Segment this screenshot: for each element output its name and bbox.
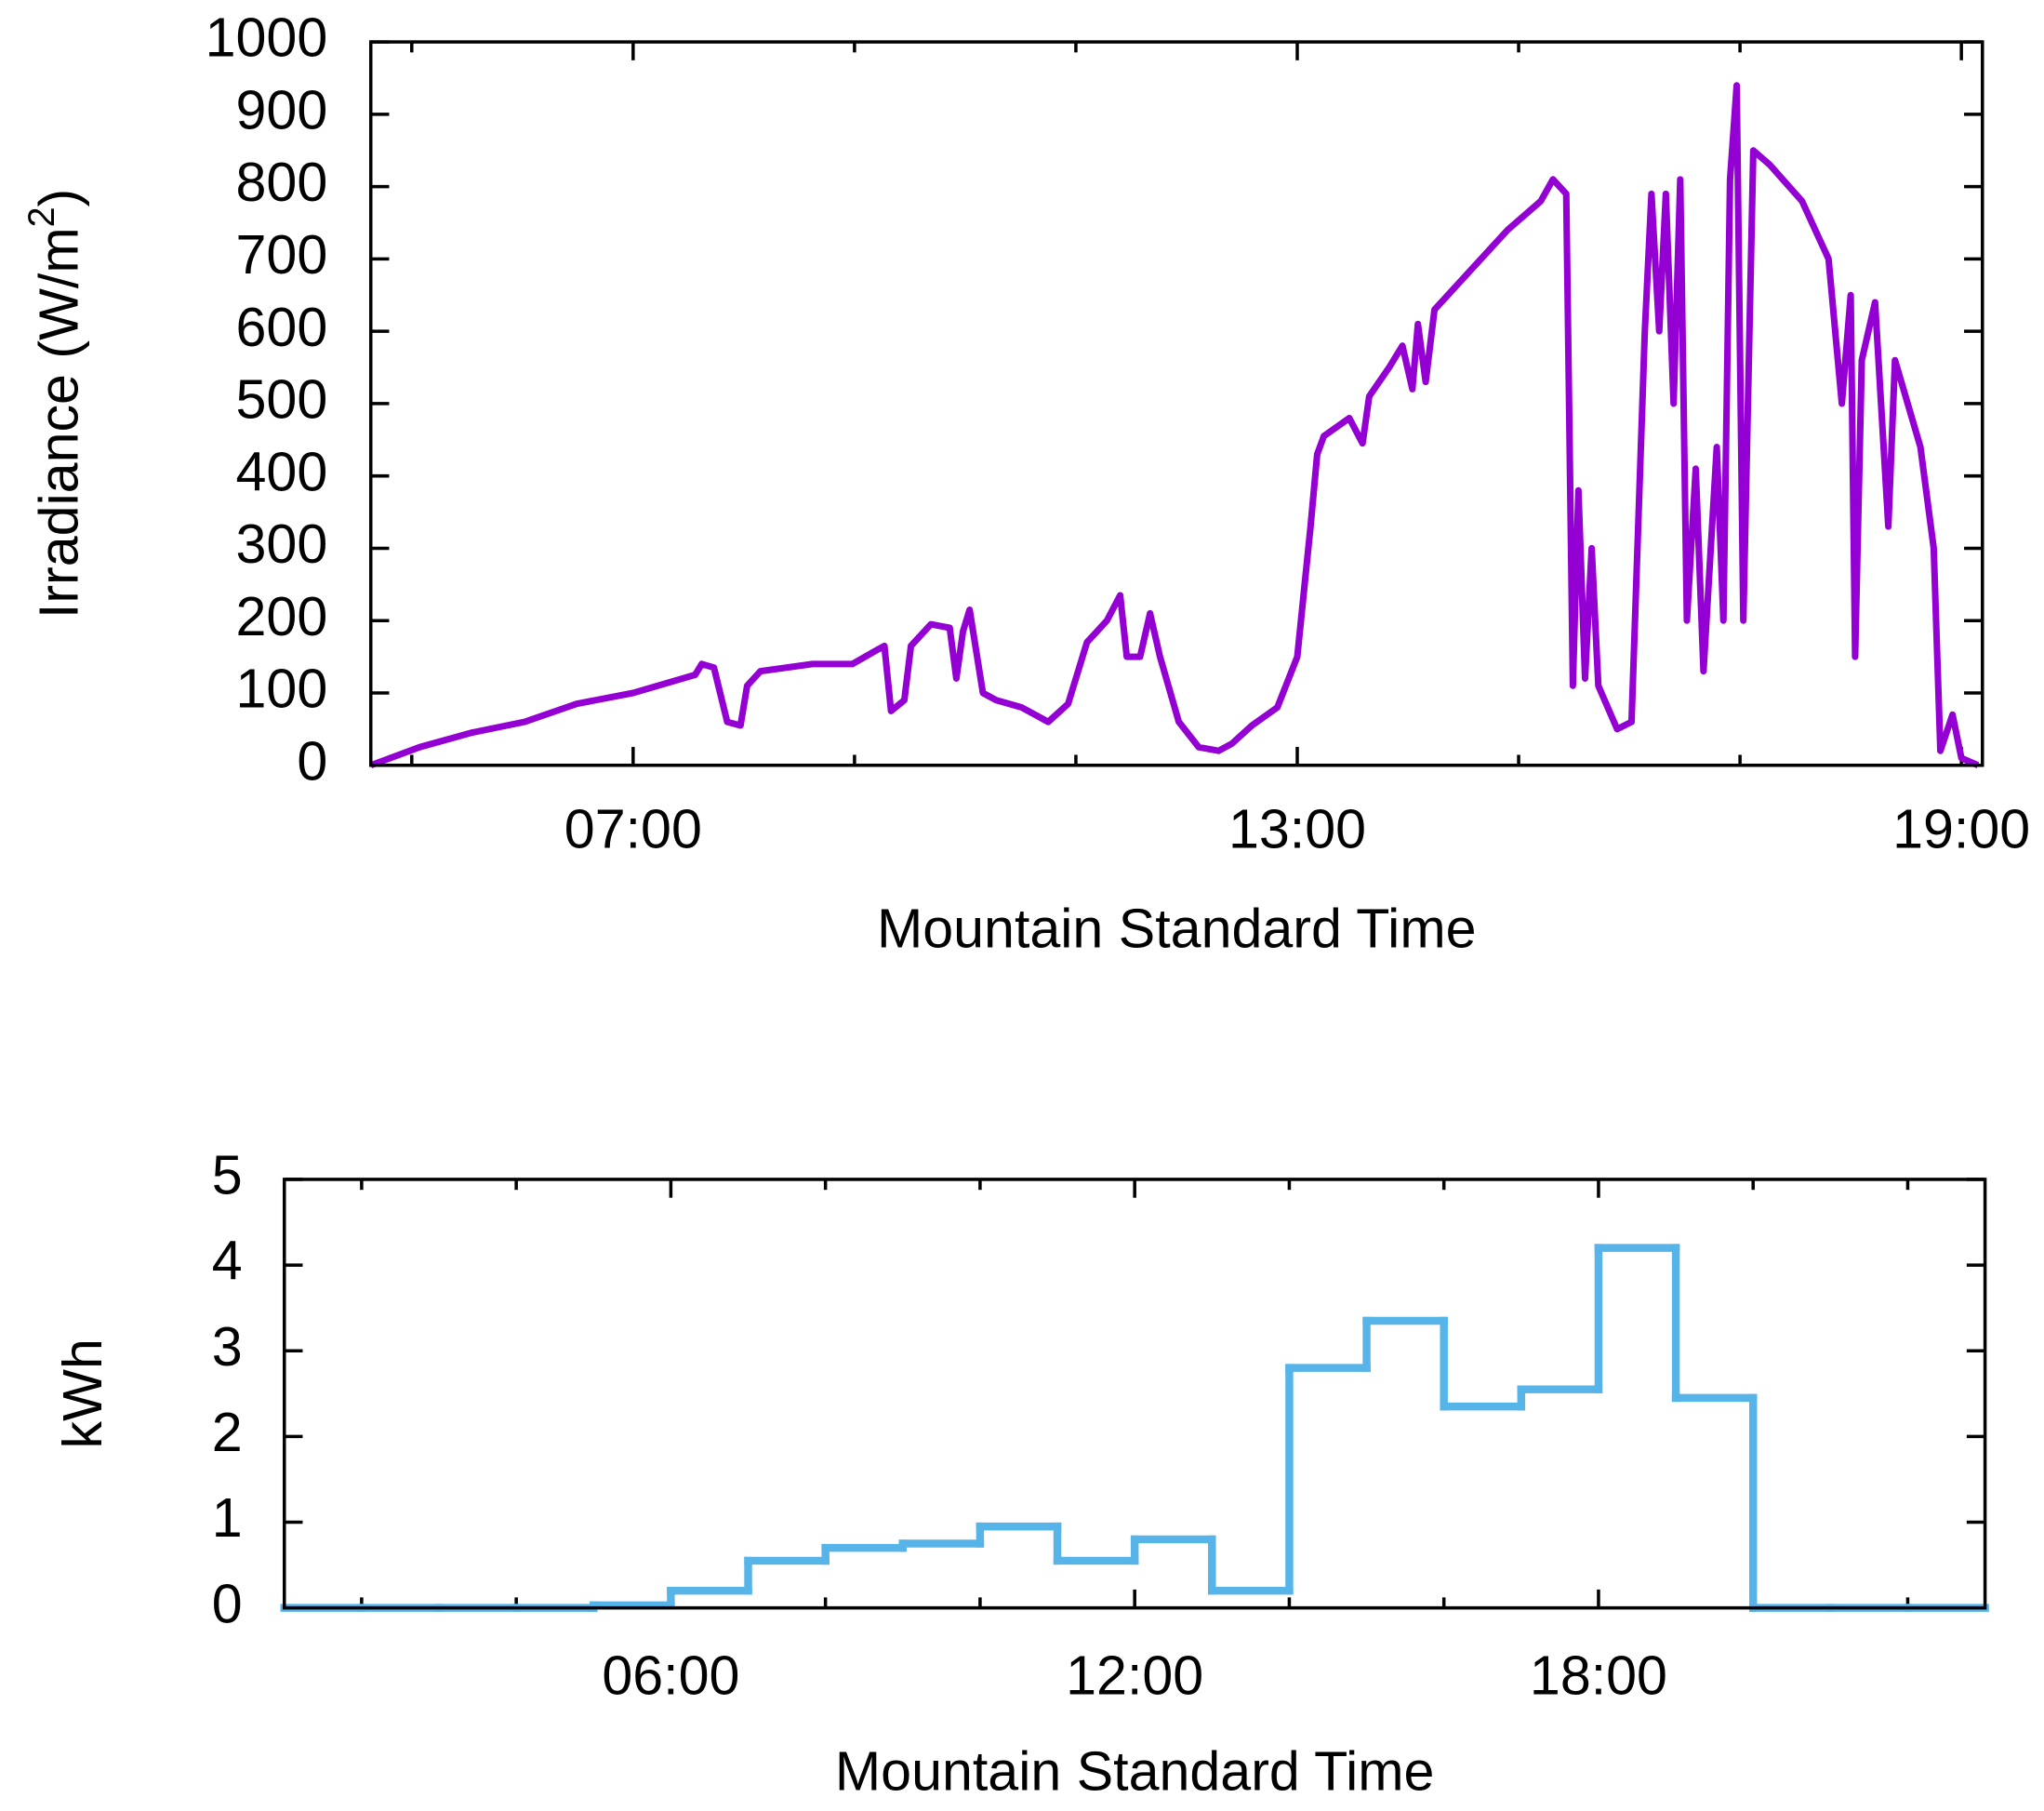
- y-tick-label: 500: [236, 368, 328, 431]
- y-tick-label: 100: [236, 658, 328, 720]
- x-tick-label: 13:00: [1228, 798, 1366, 860]
- y-tick-label: 1: [212, 1486, 243, 1549]
- y-tick-label: 4: [212, 1230, 243, 1292]
- y-axis-label-part: 2: [21, 206, 62, 227]
- y-axis-label-part: ): [27, 189, 89, 207]
- y-tick-label: 5: [212, 1144, 243, 1206]
- x-tick-label: 12:00: [1066, 1645, 1203, 1707]
- y-axis-label-part: kWh: [51, 1338, 113, 1448]
- y-tick-label: 400: [236, 440, 328, 502]
- y-axis-label: Irradiance (W/m2): [21, 189, 89, 619]
- y-tick-label: 0: [297, 729, 327, 792]
- plot-frame: [282, 1178, 1987, 1610]
- x-axis-label: Mountain Standard Time: [835, 1740, 1435, 1803]
- x-axis-label: Mountain Standard Time: [877, 898, 1477, 960]
- x-tick-label: 06:00: [602, 1645, 739, 1707]
- y-tick-label: 300: [236, 513, 328, 575]
- y-tick-label: 2: [212, 1401, 243, 1463]
- y-tick-label: 0: [212, 1572, 243, 1634]
- y-axis-label-part: Irradiance (W/m: [27, 227, 89, 619]
- x-tick-label: 19:00: [1892, 798, 2030, 860]
- y-tick-label: 800: [236, 151, 328, 213]
- y-tick-label: 1000: [206, 7, 328, 69]
- y-tick-label: 3: [212, 1315, 243, 1378]
- x-tick-label: 07:00: [564, 798, 702, 860]
- y-tick-label: 700: [236, 223, 328, 286]
- irradiance-line: [369, 82, 1980, 769]
- y-tick-label: 200: [236, 585, 328, 647]
- plot-frame: [368, 40, 1984, 767]
- y-axis-label: kWh: [51, 1338, 113, 1448]
- y-tick-label: 600: [236, 296, 328, 358]
- x-tick-label: 18:00: [1530, 1645, 1667, 1707]
- y-tick-label: 900: [236, 78, 328, 140]
